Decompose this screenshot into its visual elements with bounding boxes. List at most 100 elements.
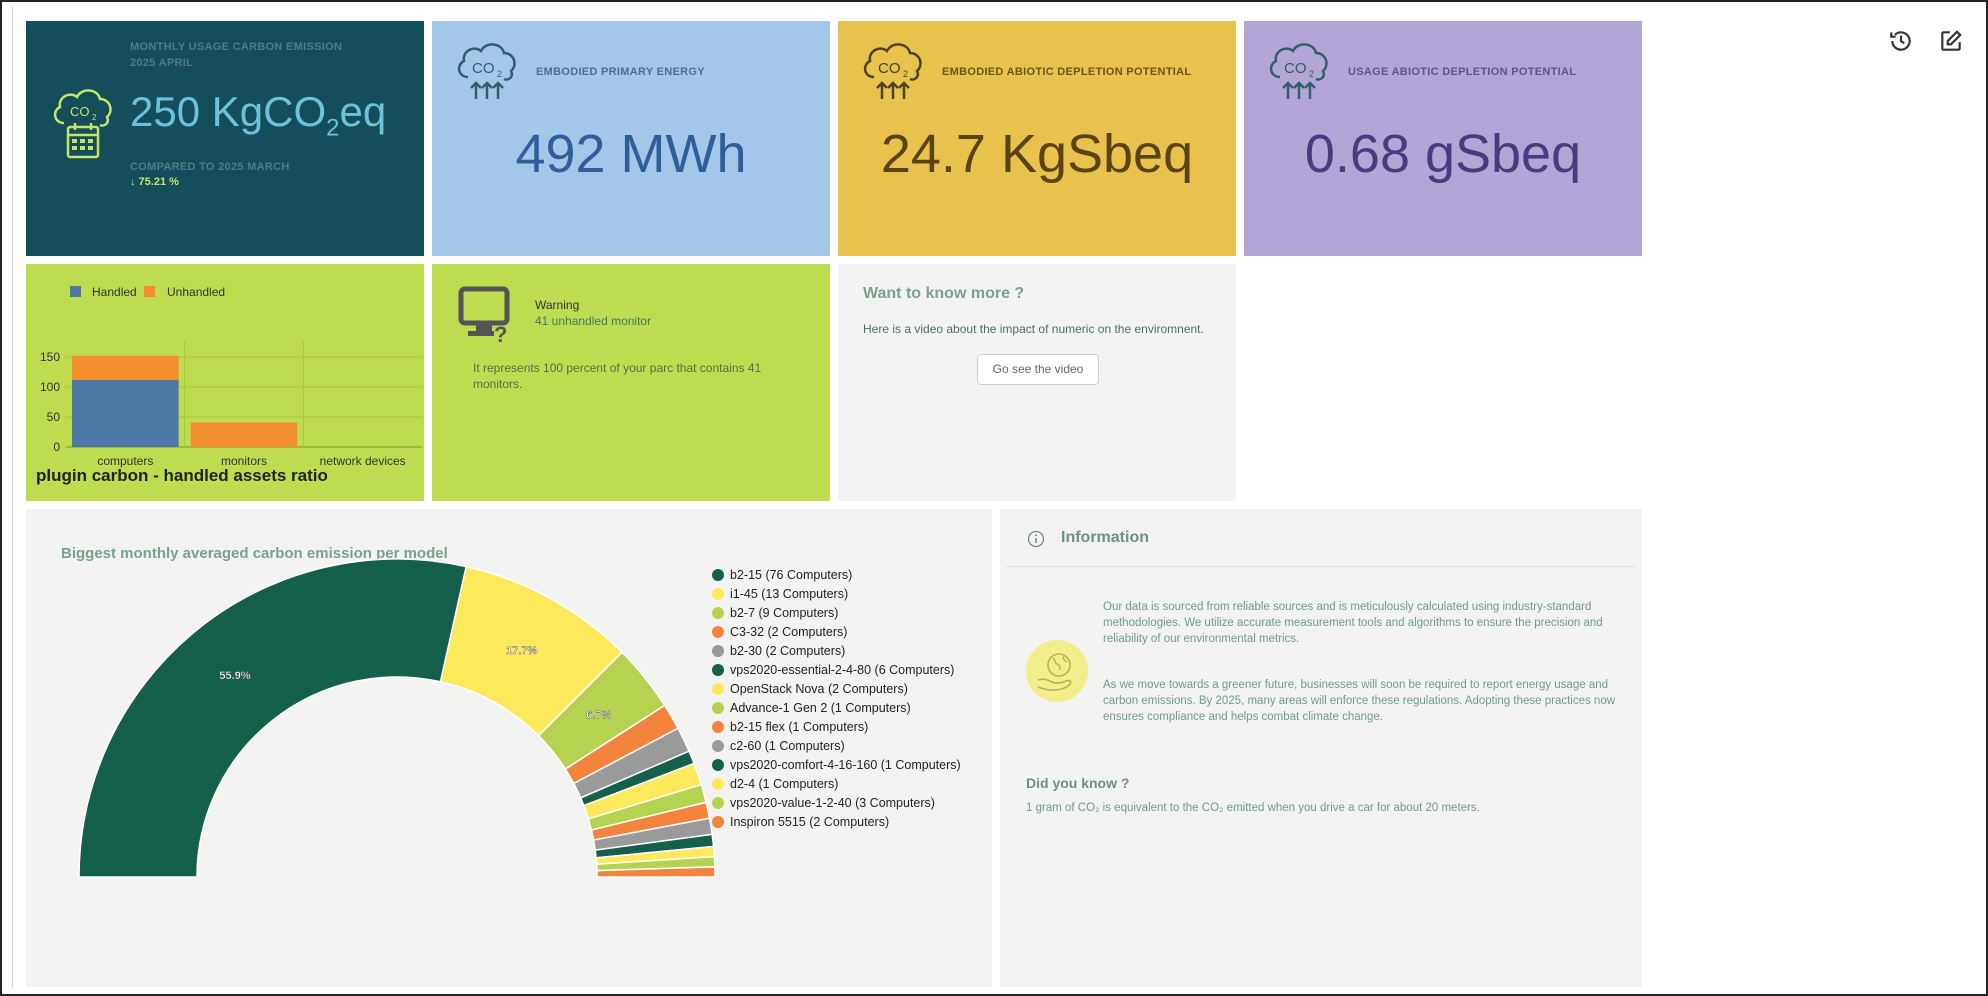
pie-data-label: 6.7% [586,710,611,722]
legend-item[interactable]: Inspiron 5515 (2 Computers) [712,813,961,832]
legend-item[interactable]: C3-32 (2 Computers) [712,623,961,642]
info-icon [1027,530,1045,548]
warning-title: Warning [535,298,580,312]
legend-item[interactable]: vps2020-essential-2-4-80 (6 Computers) [712,661,961,680]
assets-bar-chart: 150 100 50 0 computers monitors network device… [40,285,422,468]
legend-item[interactable]: b2-30 (2 Computers) [712,642,961,661]
x-tick-label: monitors [221,454,267,468]
legend-item[interactable]: OpenStack Nova (2 Computers) [712,680,961,699]
emission-per-model-card: Biggest monthly averaged carbon emission… [26,509,992,987]
svg-text:CO: CO [1284,60,1307,77]
legend-item[interactable]: c2-60 (1 Computers) [712,737,961,756]
divider [1006,566,1636,567]
card-value: 24.7 KgSbeq [880,124,1194,184]
legend-item[interactable]: vps2020-comfort-4-16-160 (1 Computers) [712,756,961,775]
embodied-primary-energy-card: CO 2 EMBODIED PRIMARY ENERGY 492 MWh [432,21,830,256]
y-tick-label: 0 [53,440,60,454]
information-paragraph-1: Our data is sourced from reliable source… [1103,601,1603,645]
know-more-title: Want to know more ? [863,285,1025,302]
y-tick-label: 50 [47,410,61,424]
legend-swatch-unhandled [144,286,155,297]
information-title: Information [1061,529,1149,546]
legend-label: vps2020-comfort-4-16-160 (1 Computers) [730,758,961,772]
legend-label: b2-7 (9 Computers) [730,606,839,620]
half-pie-chart: 55.9% 17.7% 6.7% [78,558,716,878]
history-icon[interactable] [1888,28,1914,54]
bar-unhandled-computers [72,355,179,380]
usage-abiotic-card: CO 2 USAGE ABIOTIC DEPLETION POTENTIAL 0… [1244,21,1642,256]
legend-item[interactable]: vps2020-value-1-2-40 (3 Computers) [712,794,961,813]
legend-swatch [712,626,724,638]
svg-text:CO: CO [472,60,495,77]
dashboard [12,6,1979,988]
monitor-question-icon: ? [458,286,510,344]
card-value: 0.68 gSbeq [1304,124,1582,184]
svg-text:CO: CO [70,104,90,119]
legend-label: vps2020-value-1-2-40 (3 Computers) [730,796,935,810]
card-label: EMBODIED ABIOTIC DEPLETION POTENTIAL [942,66,1192,78]
legend-label: C3-32 (2 Computers) [730,625,848,639]
legend-label: i1-45 (13 Computers) [730,587,849,601]
legend-item[interactable]: b2-15 (76 Computers) [712,566,961,585]
legend-item[interactable]: b2-15 flex (1 Computers) [712,718,961,737]
svg-text:2: 2 [903,69,908,79]
pie-legend: b2-15 (76 Computers) i1-45 (13 Computers)… [712,566,961,832]
pie-slice [78,558,468,878]
pie-slice [596,866,716,878]
warning-card: ? Warning 41 unhandled monitor It repres… [432,264,830,501]
svg-text:?: ? [494,322,507,344]
legend-swatch [712,569,724,581]
legend-item[interactable]: i1-45 (13 Computers) [712,585,961,604]
go-see-video-button[interactable]: Go see the video [977,354,1099,385]
svg-text:CO: CO [878,60,901,77]
svg-text:2: 2 [92,113,97,122]
information-card: Information Our data is sourced from rel… [1000,509,1642,987]
embodied-abiotic-card: CO 2 EMBODIED ABIOTIC DEPLETION POTENTIA… [838,21,1236,256]
legend-swatch [712,759,724,771]
card-label: MONTHLY USAGE CARBON EMISSION [130,41,343,53]
assets-ratio-card: 150 100 50 0 computers monitors network device… [26,264,424,501]
y-tick-label: 100 [40,380,60,394]
legend-label: Advance-1 Gen 2 (1 Computers) [730,701,911,715]
co2-cloud-icon: CO 2 [457,43,516,99]
legend-swatch [712,721,724,733]
compare-label: COMPARED TO 2025 MARCH [130,161,290,173]
svg-text:2: 2 [497,69,502,79]
know-more-text: Here is a video about the impact of nume… [863,322,1204,336]
edit-icon[interactable] [1938,28,1964,54]
bar-unhandled-monitors [190,422,298,447]
co2-cloud-icon: CO 2 [1269,43,1328,99]
chart-title: Biggest monthly averaged carbon emission… [61,545,448,562]
legend-label: b2-15 (76 Computers) [730,568,853,582]
warning-subtitle: 41 unhandled monitor [535,314,652,328]
legend-swatch [712,588,724,600]
pie-data-label: 55.9% [219,670,250,682]
card-label: EMBODIED PRIMARY ENERGY [536,66,705,78]
monthly-usage-card: CO 2 MONTHLY USAGE CARBON EMISSION 2025 … [26,21,424,256]
card-label: USAGE ABIOTIC DEPLETION POTENTIAL [1348,66,1577,78]
legend-swatch [712,778,724,790]
legend-item[interactable]: b2-7 (9 Computers) [712,604,961,623]
legend-item[interactable]: d2-4 (1 Computers) [712,775,961,794]
bar-handled-computers [72,379,179,447]
legend-swatch-handled [70,286,81,297]
legend-swatch [712,797,724,809]
legend-swatch [712,683,724,695]
legend-swatch [712,607,724,619]
warning-text: It represents 100 percent of your parc t… [473,361,762,391]
legend-label-unhandled: Unhandled [167,285,225,299]
did-you-know-text: 1 gram of CO₂ is equivalent to the CO₂ e… [1026,802,1480,814]
legend-label: b2-15 flex (1 Computers) [730,720,869,734]
x-tick-label: network devices [320,454,406,468]
know-more-card: Want to know more ? Here is a video abou… [838,264,1236,501]
card-value: 492 MWh [515,124,747,184]
earth-hand-icon [1026,640,1088,702]
legend-label: b2-30 (2 Computers) [730,644,846,658]
legend-item[interactable]: Advance-1 Gen 2 (1 Computers) [712,699,961,718]
co2-cloud-icon: CO 2 [863,43,922,99]
compare-value: ↓ 75.21 % [130,176,179,188]
did-you-know-title: Did you know ? [1026,775,1130,791]
legend-swatch [712,645,724,657]
legend-label: Inspiron 5515 (2 Computers) [730,815,890,829]
legend-swatch [712,702,724,714]
